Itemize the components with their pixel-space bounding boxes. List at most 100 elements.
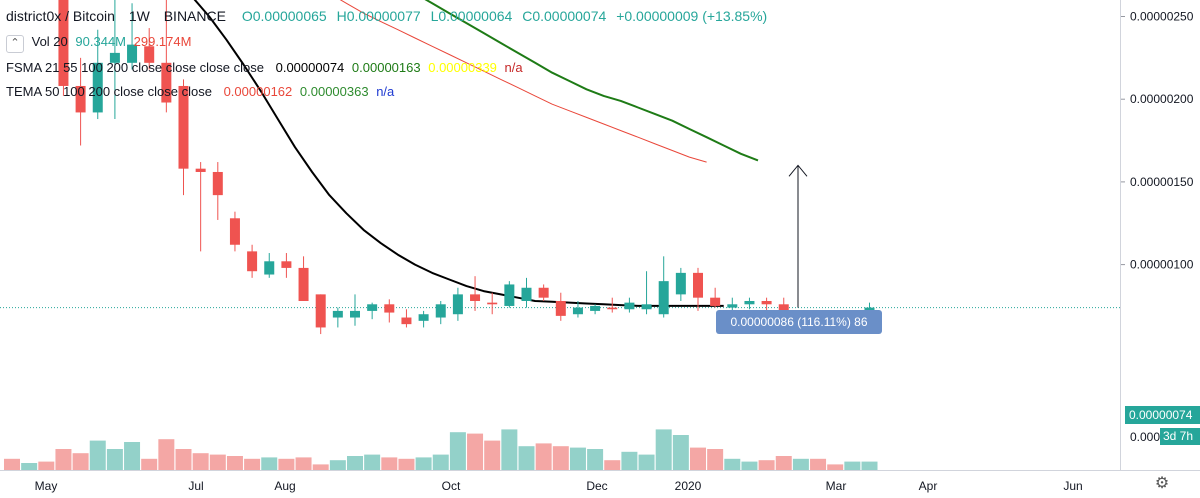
volume-bar xyxy=(518,446,535,470)
candle-body xyxy=(572,307,583,315)
volume-bar xyxy=(4,458,20,470)
partial-price-tick: 0.000 xyxy=(1130,430,1161,444)
volume-bar xyxy=(690,447,706,470)
time-tick-label: Dec xyxy=(586,479,607,493)
volume-bar xyxy=(484,440,501,470)
candle-body xyxy=(452,294,463,315)
symbol-header: district0x / Bitcoin 1W BINANCE O0.00000… xyxy=(6,8,777,24)
tema-50-value: 0.00000162 xyxy=(223,84,293,99)
ohlc-high: H0.00000077 xyxy=(336,8,421,24)
candle-body xyxy=(161,62,172,103)
candle-body xyxy=(641,304,652,310)
chevron-up-icon[interactable]: ⌃ xyxy=(6,35,24,53)
candle-body xyxy=(590,305,601,311)
candle-body xyxy=(195,168,206,172)
volume-bar xyxy=(604,460,621,470)
candle-body xyxy=(521,287,532,301)
volume-bar xyxy=(141,458,158,470)
volume-bar xyxy=(535,443,552,470)
volume-bar xyxy=(672,435,689,470)
ohlc-low: L0.00000064 xyxy=(430,8,513,24)
candle-body xyxy=(281,261,292,268)
candle-body xyxy=(744,300,755,305)
volume-bar xyxy=(707,449,724,470)
volume-bar xyxy=(415,457,432,470)
volume-label[interactable]: Vol 20 xyxy=(31,34,68,49)
range-measure-label[interactable]: 0.00000086 (116.11%) 86 xyxy=(716,310,882,334)
time-tick-label: Jul xyxy=(188,479,203,493)
candle-body xyxy=(761,300,772,305)
price-tick-label: 0.00000200 xyxy=(1130,92,1194,106)
tema-label[interactable]: TEMA 50 100 200 close close close xyxy=(6,84,212,99)
time-axis[interactable] xyxy=(0,470,1200,498)
ohlc-close: C0.00000074 xyxy=(522,8,607,24)
volume-bars xyxy=(4,429,878,470)
candle-body xyxy=(658,281,669,315)
volume-bar xyxy=(55,449,72,470)
volume-bar xyxy=(106,449,123,470)
volume-bar xyxy=(398,458,415,470)
volume-bar xyxy=(312,464,329,470)
volume-bar xyxy=(844,461,861,470)
volume-bar xyxy=(226,456,243,470)
volume-bar xyxy=(278,458,295,470)
time-tick-label: Jun xyxy=(1063,479,1082,493)
candle-body xyxy=(607,307,618,310)
volume-bar xyxy=(792,458,809,470)
fsma-label[interactable]: FSMA 21 55 100 200 close close close clo… xyxy=(6,60,264,75)
candle-body xyxy=(693,272,703,298)
price-tick-label: 0.00000250 xyxy=(1130,10,1194,24)
volume-bar xyxy=(587,449,604,470)
volume-bar xyxy=(209,454,226,470)
candle-body xyxy=(264,261,275,275)
volume-bar xyxy=(347,456,363,470)
interval-label[interactable]: 1W xyxy=(128,8,150,24)
candle-body xyxy=(75,85,86,113)
tema-200-value: n/a xyxy=(376,84,395,99)
candle-body xyxy=(710,297,721,306)
moving-average-lines xyxy=(193,0,759,307)
candle-body xyxy=(624,302,635,310)
fsma-21-value: 0.00000074 xyxy=(275,60,345,75)
volume-bar xyxy=(569,447,586,470)
volume-bar xyxy=(89,440,106,470)
time-tick-label: Aug xyxy=(274,479,295,493)
volume-value: 90.344M xyxy=(75,34,126,49)
ohlc-open: O0.00000065 xyxy=(241,8,327,24)
candle-body xyxy=(384,304,395,313)
fsma-55-value: 0.00000163 xyxy=(351,60,421,75)
time-tick-label: 2020 xyxy=(675,479,702,493)
price-tick-label: 0.00000100 xyxy=(1130,258,1194,272)
candle-body xyxy=(350,310,360,318)
price-tick-label: 0.00000150 xyxy=(1130,175,1194,189)
volume-bar xyxy=(501,429,518,470)
candle-body xyxy=(109,52,120,63)
fsma-200-value: n/a xyxy=(504,60,523,75)
volume-bar xyxy=(158,439,175,470)
time-tick-label: Apr xyxy=(919,479,938,493)
tema-50-line xyxy=(339,0,707,163)
volume-bar xyxy=(741,461,758,470)
tema-legend: TEMA 50 100 200 close close close 0.0000… xyxy=(6,84,398,99)
time-tick-label: Mar xyxy=(826,479,847,493)
volume-bar xyxy=(295,457,312,470)
volume-bar xyxy=(261,457,278,470)
candle-body xyxy=(435,304,446,318)
volume-bar xyxy=(21,463,38,470)
candle-body xyxy=(178,85,189,169)
volume-bar xyxy=(364,454,381,470)
volume-bar xyxy=(724,458,741,470)
exchange-label: BINANCE xyxy=(163,8,226,24)
time-tick-label: May xyxy=(35,479,58,493)
symbol-title[interactable]: district0x / Bitcoin xyxy=(6,8,115,24)
candle-body xyxy=(538,287,549,298)
volume-bar xyxy=(432,454,449,470)
candle-body xyxy=(332,310,343,318)
price-axis[interactable] xyxy=(1120,0,1200,470)
candle-body xyxy=(58,0,69,86)
volume-legend: ⌃ Vol 20 90.344M 299.174M xyxy=(6,34,195,53)
gear-icon[interactable]: ⚙ xyxy=(1154,475,1170,492)
candle-body xyxy=(229,218,240,245)
candle-body xyxy=(555,300,566,316)
bar-countdown-tag: 3d 7h xyxy=(1160,428,1200,445)
